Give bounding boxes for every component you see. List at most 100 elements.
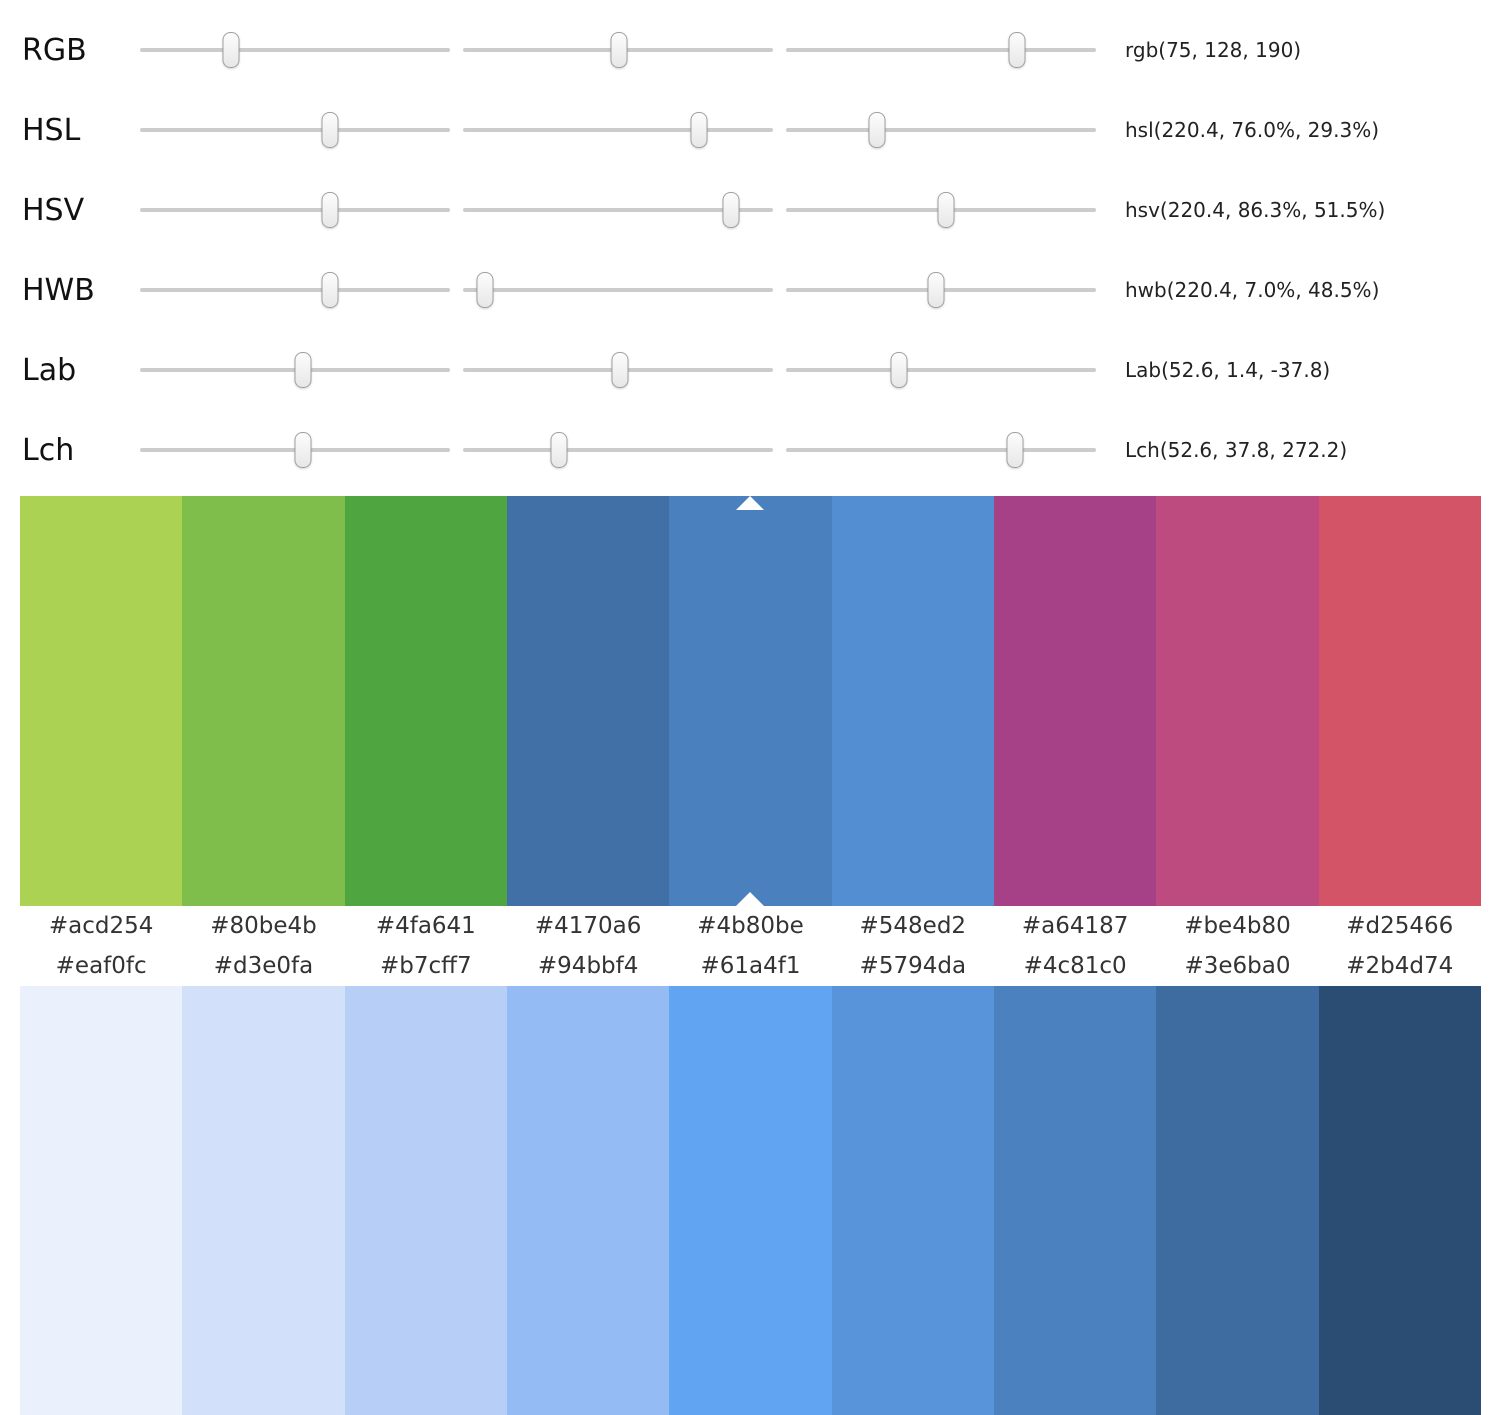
hsv-slider-track-1[interactable] xyxy=(140,192,450,228)
hue-palette-label-row: #acd254 #80be4b #4fa641 #4170a6 #4b80be #548e… xyxy=(20,906,1481,946)
tint-shade-palette-label-row: #eaf0fc #d3e0fa #b7cff7 #94bbf4 #61a4f1 #5794… xyxy=(20,946,1481,986)
swatch-hex-label: #be4b80 xyxy=(1184,913,1291,939)
slider-value-text: rgb(75, 128, 190) xyxy=(1125,38,1302,62)
slider-value-text: Lch(52.6, 37.8, 272.2) xyxy=(1125,438,1348,462)
palette-swatch[interactable] xyxy=(669,986,832,1415)
palette-swatch[interactable] xyxy=(993,986,1157,1415)
swatch-hex-label: #80be4b xyxy=(210,913,317,939)
slider-row-hsl: HSL hsl(220.4, 76.0%, 29.3%) xyxy=(0,90,1501,170)
slider-panel: RGB rgb(75, 128, 190) HSL hsl(220.4, 76.0%,… xyxy=(0,0,1501,490)
swatch-hex-label: #2b4d74 xyxy=(1346,953,1454,979)
slider-row-rgb: RGB rgb(75, 128, 190) xyxy=(0,10,1501,90)
slider-group-label: Lab xyxy=(22,352,77,388)
tint-shade-palette: #eaf0fc #d3e0fa #b7cff7 #94bbf4 #61a4f1 #5794… xyxy=(20,946,1481,1415)
lab-slider-track-2[interactable] xyxy=(463,352,773,388)
hsl-slider-track-1[interactable] xyxy=(140,112,450,148)
lch-slider-thumb-2[interactable] xyxy=(550,432,568,468)
lab-slider-thumb-1[interactable] xyxy=(294,352,312,388)
hwb-slider-track-3[interactable] xyxy=(786,272,1096,308)
hwb-slider-thumb-2[interactable] xyxy=(476,272,494,308)
swatch-hex-label: #d25466 xyxy=(1346,913,1454,939)
slider-value-text: hsv(220.4, 86.3%, 51.5%) xyxy=(1125,198,1386,222)
lch-slider-track-2[interactable] xyxy=(463,432,773,468)
selected-swatch-notch-bottom xyxy=(736,892,765,906)
lch-slider-thumb-3[interactable] xyxy=(1006,432,1024,468)
hue-palette-swatch-row xyxy=(20,496,1481,906)
swatch-hex-label: #4b80be xyxy=(697,913,804,939)
palette-swatch[interactable] xyxy=(993,496,1157,906)
lab-slider-thumb-2[interactable] xyxy=(611,352,629,388)
hsl-slider-track-3[interactable] xyxy=(786,112,1096,148)
rgb-slider-thumb-3[interactable] xyxy=(1008,32,1026,68)
rgb-slider-thumb-1[interactable] xyxy=(222,32,240,68)
lab-slider-track-1[interactable] xyxy=(140,352,450,388)
hsv-slider-thumb-3[interactable] xyxy=(937,192,955,228)
swatch-hex-label: #4170a6 xyxy=(534,913,642,939)
swatch-hex-label: #4c81c0 xyxy=(1023,953,1127,979)
lch-slider-track-3[interactable] xyxy=(786,432,1096,468)
swatch-hex-label: #a64187 xyxy=(1021,913,1129,939)
rgb-slider-track-2[interactable] xyxy=(463,32,773,68)
slider-group-label: HSL xyxy=(22,112,81,148)
slider-group-label: HWB xyxy=(22,272,95,308)
slider-group-label: RGB xyxy=(22,32,87,68)
tint-shade-palette-swatch-row xyxy=(20,986,1481,1415)
hsv-slider-track-2[interactable] xyxy=(463,192,773,228)
swatch-hex-label: #94bbf4 xyxy=(537,953,639,979)
palette-swatch[interactable] xyxy=(344,496,507,906)
lab-slider-thumb-3[interactable] xyxy=(890,352,908,388)
slider-value-text: Lab(52.6, 1.4, -37.8) xyxy=(1125,358,1331,382)
slider-row-lch: Lch Lch(52.6, 37.8, 272.2) xyxy=(0,410,1501,490)
slider-group-label: Lch xyxy=(22,432,75,468)
palette-swatch[interactable] xyxy=(506,986,670,1415)
lch-slider-thumb-1[interactable] xyxy=(294,432,312,468)
hsv-slider-track-3[interactable] xyxy=(786,192,1096,228)
swatch-hex-label: #4fa641 xyxy=(375,913,476,939)
rgb-slider-track-1[interactable] xyxy=(140,32,450,68)
hsv-slider-thumb-2[interactable] xyxy=(722,192,740,228)
hwb-slider-thumb-3[interactable] xyxy=(927,272,945,308)
palette-swatch[interactable] xyxy=(831,496,994,906)
palette-swatch[interactable] xyxy=(1318,986,1481,1415)
hsv-slider-thumb-1[interactable] xyxy=(321,192,339,228)
slider-row-hwb: HWB hwb(220.4, 7.0%, 48.5%) xyxy=(0,250,1501,330)
hsl-slider-thumb-2[interactable] xyxy=(690,112,708,148)
slider-row-lab: Lab Lab(52.6, 1.4, -37.8) xyxy=(0,330,1501,410)
lch-slider-track-1[interactable] xyxy=(140,432,450,468)
palette-swatch[interactable] xyxy=(1156,986,1319,1415)
palette-swatch[interactable] xyxy=(506,496,670,906)
palette-swatch[interactable] xyxy=(182,496,345,906)
swatch-hex-label: #b7cff7 xyxy=(380,953,472,979)
hsl-slider-thumb-1[interactable] xyxy=(321,112,339,148)
hwb-slider-thumb-1[interactable] xyxy=(321,272,339,308)
swatch-hex-label: #3e6ba0 xyxy=(1184,953,1291,979)
palette-swatch[interactable] xyxy=(344,986,507,1415)
swatch-hex-label: #61a4f1 xyxy=(700,953,801,979)
slider-value-text: hwb(220.4, 7.0%, 48.5%) xyxy=(1125,278,1380,302)
swatch-hex-label: #d3e0fa xyxy=(213,953,314,979)
hsl-slider-thumb-3[interactable] xyxy=(868,112,886,148)
palette-swatch[interactable] xyxy=(1156,496,1319,906)
palette-swatch[interactable] xyxy=(20,496,183,906)
slider-group-label: HSV xyxy=(22,192,85,228)
rgb-slider-track-3[interactable] xyxy=(786,32,1096,68)
swatch-hex-label: #5794da xyxy=(859,953,967,979)
swatch-hex-label: #acd254 xyxy=(48,913,154,939)
selected-swatch-notch-top xyxy=(736,496,765,510)
palette-swatch[interactable] xyxy=(182,986,345,1415)
swatch-hex-label: #eaf0fc xyxy=(55,953,147,979)
swatch-hex-label: #548ed2 xyxy=(859,913,967,939)
palette-swatch[interactable] xyxy=(669,496,832,906)
palette-swatch[interactable] xyxy=(1318,496,1481,906)
hsl-slider-track-2[interactable] xyxy=(463,112,773,148)
slider-value-text: hsl(220.4, 76.0%, 29.3%) xyxy=(1125,118,1380,142)
hwb-slider-track-1[interactable] xyxy=(140,272,450,308)
lab-slider-track-3[interactable] xyxy=(786,352,1096,388)
palette-swatch[interactable] xyxy=(20,986,183,1415)
rgb-slider-thumb-2[interactable] xyxy=(610,32,628,68)
hue-palette: #acd254 #80be4b #4fa641 #4170a6 #4b80be #548e… xyxy=(20,496,1481,946)
hwb-slider-track-2[interactable] xyxy=(463,272,773,308)
palette-swatch[interactable] xyxy=(831,986,994,1415)
slider-row-hsv: HSV hsv(220.4, 86.3%, 51.5%) xyxy=(0,170,1501,250)
